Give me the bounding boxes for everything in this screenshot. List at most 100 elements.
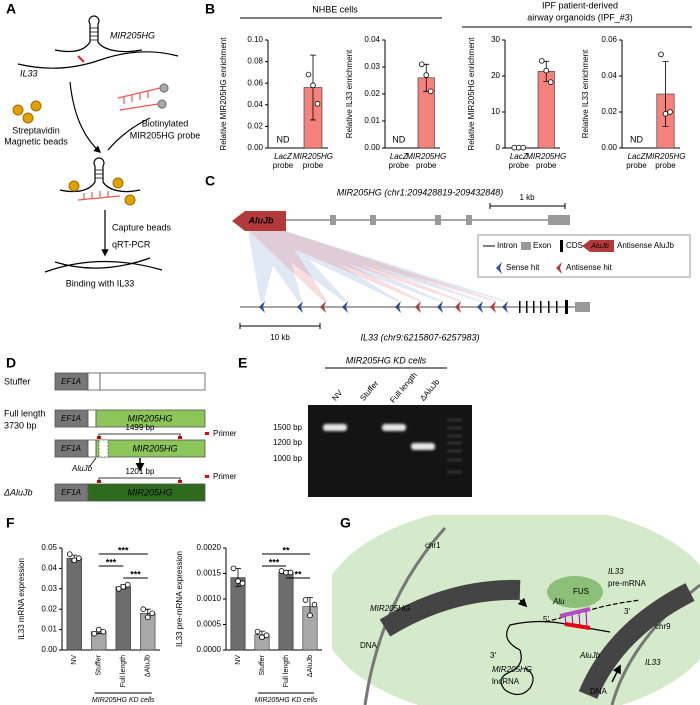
label: Sense hit: [506, 263, 540, 272]
panel-a-schematic: [17, 15, 179, 273]
y-tick-label: 0.0010: [197, 594, 222, 603]
gene-label: MIR205HG (chr1:209428819-209432848): [337, 187, 504, 197]
label: chr9: [655, 622, 671, 631]
x-tick-label: probe: [509, 161, 530, 170]
label: EF1A: [61, 414, 81, 423]
data-point: [314, 100, 321, 107]
significance-label: ***: [118, 545, 129, 555]
data-point: [124, 581, 131, 588]
label: EF1A: [61, 444, 81, 453]
y-tick-label: 0.06: [247, 78, 263, 87]
y-tick-label: 0.04: [247, 100, 263, 109]
label: MIR205HG: [492, 665, 532, 674]
data-point: [423, 72, 430, 78]
lane-label: ΔAluJb: [418, 377, 442, 403]
data-point: [120, 583, 127, 590]
significance-label: ***: [269, 557, 280, 567]
y-tick-label: 10: [491, 107, 500, 116]
label: Antisense AluJb: [617, 241, 674, 250]
bar: [66, 557, 82, 651]
x-tick-label: probe: [626, 161, 647, 170]
label: 1201 bp: [126, 467, 155, 476]
y-tick-label: 0.03: [364, 62, 380, 71]
lane-label: Stuffer: [358, 379, 380, 403]
label: MIR205HG probe: [130, 130, 201, 140]
label: MIR205HG: [370, 604, 410, 613]
marker-label: 1200 bp: [273, 438, 302, 447]
x-tick-label: LacZ: [274, 152, 293, 161]
label: DNA: [590, 687, 608, 696]
data-point: [278, 568, 285, 574]
bar: [278, 571, 294, 651]
panel-c-schematic: [232, 203, 691, 329]
data-point: [149, 610, 156, 617]
label: IL33: [645, 658, 661, 667]
label: MIR205HG KD cells: [346, 355, 427, 365]
data-point: [667, 109, 673, 115]
data-point: [662, 111, 669, 117]
label: 1 kb: [519, 193, 535, 202]
panel-d-schematic: [54, 372, 209, 502]
label: CDS: [566, 241, 583, 250]
y-tick-label: 0.04: [364, 35, 380, 44]
x-tick-label: MIR205HG: [293, 152, 333, 161]
y-tick-label: 0.03: [41, 584, 57, 593]
data-point: [71, 557, 78, 564]
data-point: [547, 79, 554, 85]
label: qRT-PCR: [112, 239, 151, 249]
x-tick-label: LacZ: [628, 152, 647, 161]
label: AluJb: [71, 464, 93, 473]
y-tick-label: 0.01: [364, 116, 380, 125]
y-tick-label: 0.0020: [197, 543, 222, 552]
y-tick-label: 0.01: [41, 625, 57, 634]
data-point: [511, 144, 518, 151]
gel: [308, 367, 472, 497]
label: 10 kb: [270, 333, 290, 342]
group-title: NHBE cells: [312, 4, 358, 14]
data-point: [302, 597, 309, 603]
label: Stuffer: [4, 376, 30, 386]
data-point: [259, 634, 265, 641]
y-axis-title: Relative MIR205HG enrichment: [467, 37, 476, 151]
x-tick-label: probe: [655, 161, 676, 170]
data-point: [538, 58, 545, 64]
bar: [230, 577, 246, 651]
data-point: [520, 144, 527, 151]
data-point: [418, 61, 425, 68]
label: 3′: [624, 607, 630, 616]
y-tick-label: 20: [491, 71, 500, 80]
lane-label: Full length: [388, 371, 419, 405]
y-tick-label: 0.04: [601, 71, 617, 80]
label: Exon: [533, 241, 551, 250]
y-tick-label: 0.05: [41, 543, 57, 552]
lane-label: NV: [330, 388, 344, 403]
x-tick-label: probe: [536, 161, 557, 170]
label: Binding with IL33: [66, 278, 135, 288]
y-axis-title: Relative MIR205HG enrichment: [219, 37, 228, 151]
panel-letter: B: [205, 1, 215, 17]
data-point: [263, 632, 270, 639]
x-tick-label: Stuffer: [259, 654, 266, 675]
y-axis-title: IL33 mRNA expression: [17, 558, 26, 640]
y-tick-label: 0.06: [601, 35, 617, 44]
y-tick-label: 0.00: [601, 143, 617, 152]
y-tick-label: 0.02: [41, 604, 57, 613]
y-tick-label: 0: [496, 143, 501, 152]
label: 5′: [543, 615, 549, 624]
label: ΔAluJb: [3, 487, 33, 497]
label: Alu: [552, 597, 565, 606]
bar: [115, 586, 131, 651]
x-tick-label: NV: [235, 655, 242, 665]
label: lncRNA: [492, 677, 520, 686]
data-point: [287, 569, 294, 576]
label: Primer: [213, 472, 237, 481]
value-label: ND: [392, 134, 405, 144]
data-point: [66, 551, 73, 557]
panel-letter: C: [205, 173, 215, 189]
data-point: [310, 82, 316, 89]
label: EF1A: [61, 377, 81, 386]
data-point: [254, 628, 261, 635]
group-title: IPF patient-derived: [542, 0, 618, 10]
